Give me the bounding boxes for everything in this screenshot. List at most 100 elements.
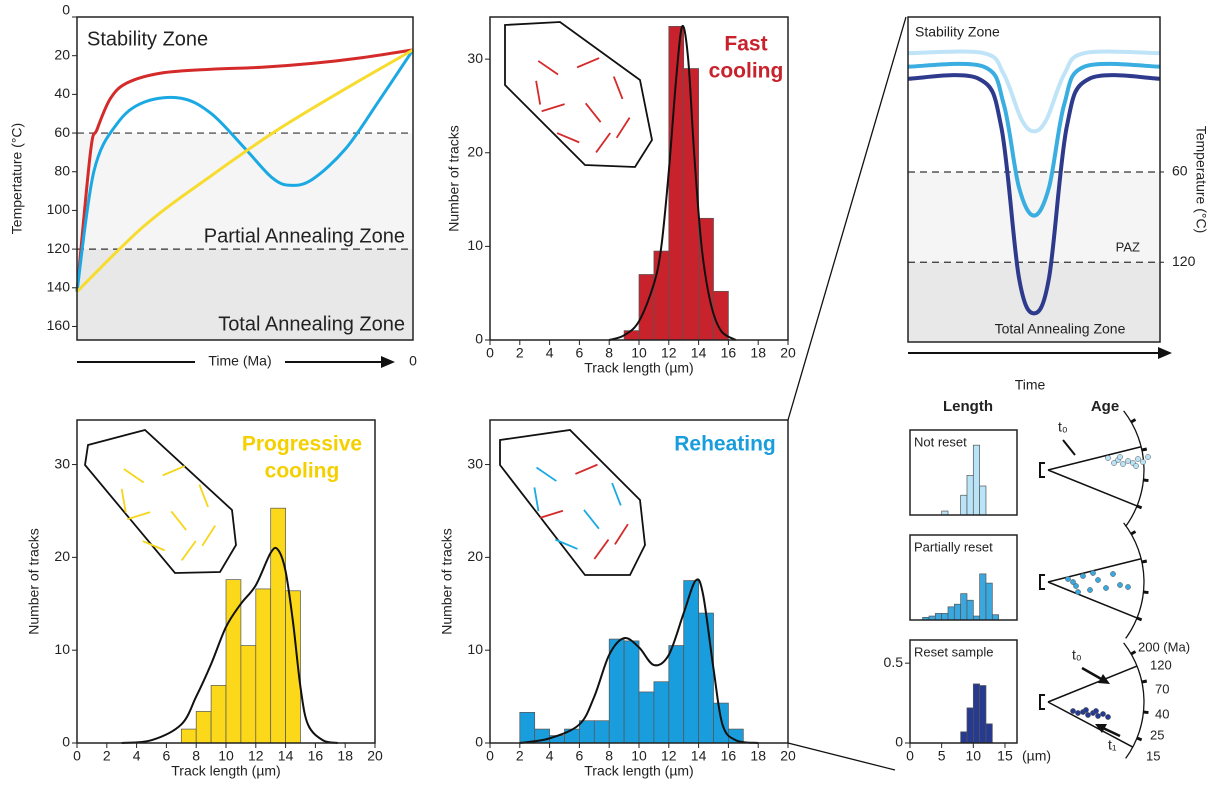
panel-title: Progressive (242, 433, 362, 456)
grain-age (1095, 713, 1101, 719)
arc-tick (1143, 710, 1149, 715)
arrow-head (1158, 347, 1172, 359)
grain-outline (499, 429, 646, 576)
age-scale-label: 25 (1150, 727, 1164, 742)
fission-track (198, 484, 209, 508)
zone (77, 249, 413, 340)
bar (966, 599, 974, 621)
origin-bracket (1039, 462, 1045, 478)
x-tick-label: 0 (409, 353, 417, 369)
x-tick-label: 12 (661, 748, 677, 764)
fission-track (120, 488, 127, 513)
fission-track (611, 482, 622, 506)
age-scale-label: 40 (1155, 706, 1169, 721)
column-header: Age (1091, 398, 1119, 415)
bar (985, 723, 993, 744)
fission-track (575, 463, 598, 475)
time-label: t₀ (1058, 419, 1068, 435)
label-background (195, 352, 285, 372)
temperature-path (75, 48, 414, 293)
x-tick-label: 16 (721, 345, 737, 361)
bar (270, 507, 286, 744)
bar (979, 573, 987, 621)
y-tick-label: 20 (54, 46, 70, 62)
plot-frame (909, 429, 1018, 516)
grain-age (1140, 459, 1146, 465)
arrow-shaft (1081, 666, 1104, 682)
y-tick-label: 40 (54, 85, 70, 101)
panel-title: cooling (709, 60, 784, 83)
fission-track (576, 57, 600, 69)
y-tick-label: 30 (54, 455, 70, 471)
age-arc (1123, 642, 1145, 759)
grain-age (1110, 571, 1116, 577)
x-tick-label: 14 (691, 748, 707, 764)
y-axis-label: Temperature (°C) (1193, 126, 1209, 234)
temperature-path (907, 73, 1161, 316)
x-axis-label: Time (1015, 377, 1046, 393)
y-tick-label: 120 (1172, 253, 1196, 269)
bar (713, 290, 729, 341)
grain-age (1095, 577, 1101, 583)
age-scale-label: 120 (1150, 657, 1172, 672)
radial-ray (1047, 665, 1138, 703)
x-tick-label: 18 (337, 748, 353, 764)
x-tick-label: 6 (163, 748, 171, 764)
y-axis-label: Number of tracks (439, 528, 455, 635)
plot-frame (909, 534, 1018, 621)
x-tick-label: 2 (516, 748, 524, 764)
x-tick-label: 5 (938, 748, 946, 764)
radial-ray (1047, 558, 1142, 583)
panel-title: Fast (724, 33, 767, 56)
y-tick-label: 0 (475, 734, 483, 750)
grain-age (1111, 460, 1117, 466)
temperature-path (907, 49, 1161, 134)
bar (255, 588, 272, 744)
bar (180, 728, 197, 744)
plot-frame (907, 16, 1161, 343)
bar (960, 731, 968, 744)
bar (623, 330, 640, 341)
grain-age (1105, 714, 1111, 720)
y-tick-label: 20 (54, 548, 70, 564)
fission-track (537, 60, 559, 76)
y-tick-label: 0 (62, 734, 70, 750)
grain-age (1073, 583, 1079, 589)
y-axis-label: Number of tracks (26, 528, 42, 635)
arrow-head (1098, 674, 1110, 684)
zone-label: Stability Zone (915, 24, 1000, 40)
bar (972, 444, 980, 516)
fission-track (142, 540, 166, 552)
y-tick-label: 0.5 (884, 654, 904, 670)
zoom-line (787, 742, 896, 771)
temperature-path (75, 48, 414, 292)
grain-age (1117, 454, 1123, 460)
arc-tick (1136, 504, 1143, 510)
bar (966, 475, 974, 516)
x-axis-label: Time (Ma) (208, 353, 271, 369)
grain-age (1070, 708, 1076, 714)
y-tick-label: 30 (467, 50, 483, 66)
fission-track (126, 511, 151, 521)
temperature-path (75, 49, 415, 292)
bar (698, 612, 714, 744)
x-tick-label: 4 (546, 345, 554, 361)
grain-age (1085, 712, 1091, 718)
age-scale-label: 200 (Ma) (1138, 639, 1190, 654)
bar (608, 638, 625, 744)
x-tick-label: 2 (516, 345, 524, 361)
bar (653, 250, 670, 341)
grain-age (1135, 456, 1141, 462)
fission-track (162, 465, 186, 477)
bar (653, 681, 670, 744)
grain-age (1075, 710, 1081, 716)
time-label: t₁ (1108, 737, 1117, 753)
grain-age (1087, 587, 1093, 593)
bar (947, 606, 955, 621)
plot-frame (76, 16, 414, 341)
y-tick-label: 10 (467, 237, 483, 253)
fission-track (556, 132, 580, 144)
fission-track (535, 80, 542, 105)
y-tick-label: 100 (47, 201, 71, 217)
x-tick-label: 2 (103, 748, 111, 764)
